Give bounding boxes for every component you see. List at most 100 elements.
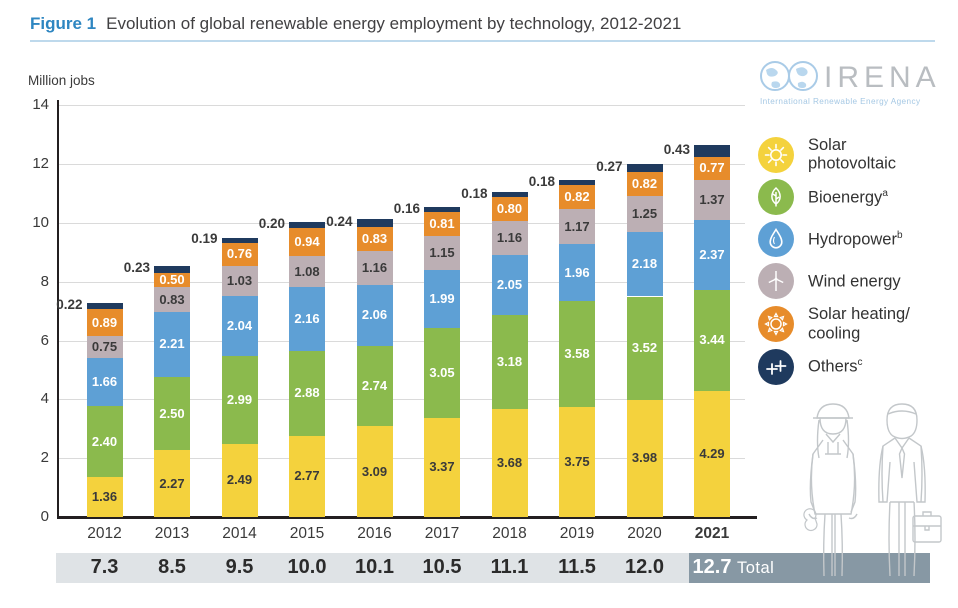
bar-value-label: 3.98 bbox=[631, 450, 658, 466]
legend-item-hydropower: Hydropowerb bbox=[758, 221, 953, 258]
bar-value-label: 0.82 bbox=[564, 189, 590, 205]
bar-value-label: 1.17 bbox=[564, 218, 590, 234]
legend-item-solar-pv: Solar photovoltaic bbox=[758, 136, 953, 173]
bar-value-label: 2.27 bbox=[159, 475, 185, 491]
bar-value-label: 2.99 bbox=[226, 391, 253, 407]
bar-segment: 0.83 bbox=[154, 287, 190, 312]
total-value: 7.3 bbox=[90, 556, 119, 578]
bar-segment bbox=[559, 180, 595, 186]
bar-value-label: 2.06 bbox=[361, 307, 388, 323]
bar-segment: 1.03 bbox=[221, 265, 258, 296]
bar-segment: 3.44 bbox=[694, 289, 730, 391]
bar-segment: 0.82 bbox=[626, 171, 663, 196]
bar-value-label: 0.24 bbox=[326, 214, 353, 229]
bar-value-label: 1.16 bbox=[361, 259, 388, 275]
bar-segment: 1.16 bbox=[491, 220, 528, 256]
y-tick-label: 10 bbox=[32, 214, 49, 231]
bar-segment: 3.98 bbox=[626, 399, 663, 517]
total-value: 10.5 bbox=[422, 556, 462, 578]
bar-value-label: 3.52 bbox=[631, 340, 658, 356]
y-tick-label: 14 bbox=[32, 96, 49, 114]
gridline bbox=[57, 340, 745, 342]
bar-value-label: 1.66 bbox=[91, 374, 118, 390]
bar-segment: 3.05 bbox=[424, 328, 460, 418]
y-tick-label: 2 bbox=[40, 449, 49, 467]
bar-segment: 0.77 bbox=[694, 157, 730, 180]
workers-illustration-icon bbox=[795, 396, 943, 587]
bar-value-label: 3.18 bbox=[496, 354, 523, 370]
bar-value-label: 1.25 bbox=[631, 206, 658, 222]
bar-value-label: 0.94 bbox=[294, 233, 320, 249]
bar-segment: 1.37 bbox=[694, 179, 730, 221]
bar-segment: 1.08 bbox=[289, 255, 325, 288]
bar-segment: 2.37 bbox=[694, 220, 730, 290]
y-tick-label: 12 bbox=[32, 155, 49, 173]
x-axis-year-label: 2015 bbox=[289, 525, 325, 542]
total-value: 10.0 bbox=[287, 556, 327, 578]
legend-item-wind: Wind energy bbox=[758, 263, 953, 300]
total-value: 11.1 bbox=[490, 556, 529, 578]
bar-value-label: 2.40 bbox=[91, 433, 118, 449]
figure-title: Figure 1 Evolution of global renewable en… bbox=[30, 14, 935, 34]
plus-plus-icon bbox=[758, 348, 794, 385]
bar-segment: 2.50 bbox=[154, 376, 190, 451]
bar-segment: 1.16 bbox=[356, 250, 393, 286]
bar-value-label: 3.09 bbox=[361, 463, 388, 479]
sun-heating-icon bbox=[758, 306, 794, 343]
bar-value-label: 1.08 bbox=[294, 263, 320, 279]
bar-value-label: 0.77 bbox=[699, 160, 725, 176]
gridline bbox=[57, 399, 745, 401]
bar-segment: 3.09 bbox=[356, 426, 393, 517]
gridline bbox=[57, 458, 745, 460]
bar-value-label: 0.50 bbox=[159, 272, 185, 288]
bar-value-label: 3.75 bbox=[564, 453, 590, 469]
bar-segment: 4.29 bbox=[694, 390, 730, 517]
y-tick-label: 4 bbox=[40, 390, 49, 408]
y-axis-line bbox=[57, 100, 59, 519]
x-axis-year-label: 2013 bbox=[154, 525, 190, 542]
gridline bbox=[57, 281, 745, 283]
legend-item-solar-heating: Solar heating/ cooling bbox=[758, 305, 953, 342]
bar-segment: 2.99 bbox=[221, 355, 258, 444]
total-value: 12.7 bbox=[692, 556, 732, 578]
bar-value-label: 2.77 bbox=[294, 468, 320, 484]
total-value: 8.5 bbox=[158, 556, 186, 578]
bar-segment bbox=[626, 163, 663, 172]
sun-icon bbox=[758, 136, 794, 173]
bar-value-label: 0.27 bbox=[596, 158, 623, 174]
bar-segment: 1.99 bbox=[424, 269, 460, 329]
bar-segment: 2.21 bbox=[154, 311, 190, 377]
bar-segment: 0.89 bbox=[86, 309, 123, 336]
bar-segment: 0.82 bbox=[559, 185, 595, 210]
bar-segment: 0.81 bbox=[424, 212, 460, 236]
bar-value-label: 0.76 bbox=[226, 246, 253, 262]
bar-segment: 2.74 bbox=[356, 345, 393, 427]
bar-value-label: 2.05 bbox=[496, 277, 523, 293]
y-tick-label: 8 bbox=[40, 272, 49, 290]
bar-value-label: 1.99 bbox=[429, 290, 455, 306]
bar-segment: 3.37 bbox=[424, 417, 460, 517]
x-axis-year-label: 2021 bbox=[694, 525, 730, 542]
figure-label: Figure 1 bbox=[30, 14, 97, 33]
bar-segment bbox=[694, 144, 730, 158]
x-axis-year-label: 2017 bbox=[424, 525, 460, 542]
bar-value-label: 3.58 bbox=[564, 346, 590, 362]
bar-segment: 2.40 bbox=[86, 406, 123, 477]
bar-value-label: 0.20 bbox=[258, 216, 285, 232]
total-value: 10.1 bbox=[355, 556, 394, 578]
bar-segment: 2.18 bbox=[626, 232, 663, 297]
bar-segment bbox=[154, 265, 190, 273]
bar-segment: 3.58 bbox=[559, 301, 595, 407]
figure-title-text: Evolution of global renewable energy emp… bbox=[106, 14, 682, 33]
bar-value-label: 0.83 bbox=[159, 291, 185, 307]
bar-segment: 1.96 bbox=[559, 243, 595, 302]
total-label: Total bbox=[737, 559, 775, 577]
bar-value-label: 3.68 bbox=[496, 454, 523, 470]
chart-legend: Solar photovoltaic Bioenergya Hydropower… bbox=[758, 136, 953, 391]
bar-segment: 1.25 bbox=[626, 195, 663, 233]
bar-value-label: 2.50 bbox=[159, 405, 185, 421]
x-axis-year-label: 2019 bbox=[559, 525, 595, 542]
leaf-icon bbox=[758, 179, 794, 216]
bar-segment bbox=[424, 207, 460, 213]
bar-segment: 1.36 bbox=[86, 477, 123, 517]
